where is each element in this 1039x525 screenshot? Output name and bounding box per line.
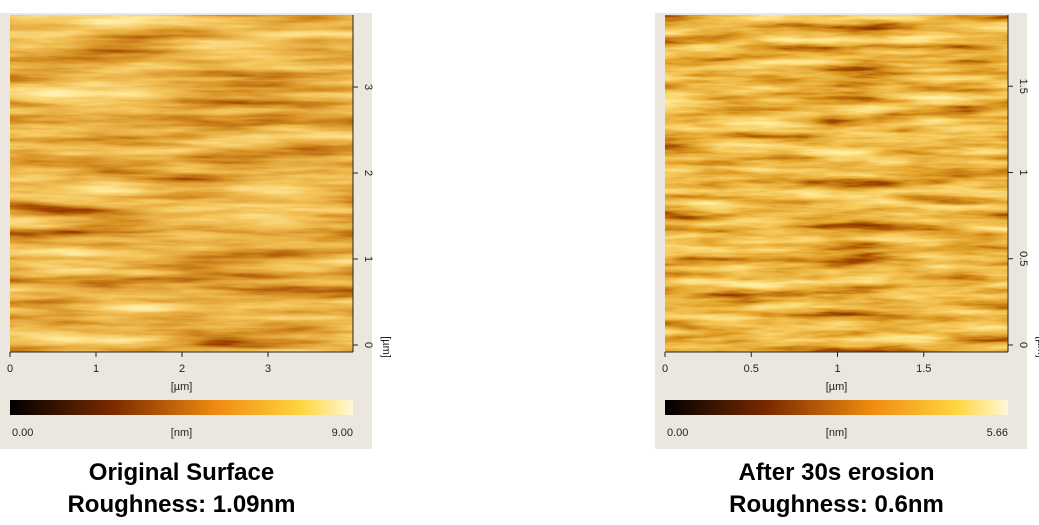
y-axis-label: [µm] [380, 336, 392, 358]
colorbar-min: 0.00 [12, 427, 33, 439]
caption-title: After 30s erosion [738, 459, 934, 486]
x-tick-label: 0 [7, 363, 13, 375]
y-tick-label: 3 [362, 84, 374, 90]
x-axis-label: [µm] [826, 381, 848, 393]
afm-image [665, 15, 1008, 352]
y-tick-label: 0.5 [1017, 251, 1029, 266]
y-tick-label: 0 [362, 342, 374, 348]
colorbar-min: 0.00 [667, 427, 688, 439]
colorbar [10, 400, 353, 415]
colorbar-max: 5.66 [987, 427, 1008, 439]
colorbar-max: 9.00 [332, 427, 353, 439]
caption-roughness: Roughness: 1.09nm [67, 491, 295, 518]
afm-image [10, 15, 353, 352]
y-tick-label: 1 [362, 256, 374, 262]
caption-roughness: Roughness: 0.6nm [729, 491, 944, 518]
x-tick-label: 1 [834, 363, 840, 375]
x-tick-label: 1 [93, 363, 99, 375]
y-axis-label: [µm] [1035, 336, 1039, 358]
colorbar [665, 400, 1008, 415]
colorbar-unit: [nm] [826, 427, 847, 439]
y-tick-label: 0 [1017, 342, 1029, 348]
y-tick-label: 1.5 [1017, 79, 1029, 94]
y-tick-label: 2 [362, 170, 374, 176]
x-tick-label: 1.5 [916, 363, 931, 375]
x-tick-label: 2 [179, 363, 185, 375]
caption-title: Original Surface [89, 459, 274, 486]
x-tick-label: 0.5 [744, 363, 759, 375]
x-tick-label: 0 [662, 363, 668, 375]
x-axis-label: [µm] [171, 381, 193, 393]
x-tick-label: 3 [265, 363, 271, 375]
colorbar-unit: [nm] [171, 427, 192, 439]
y-tick-label: 1 [1017, 169, 1029, 175]
